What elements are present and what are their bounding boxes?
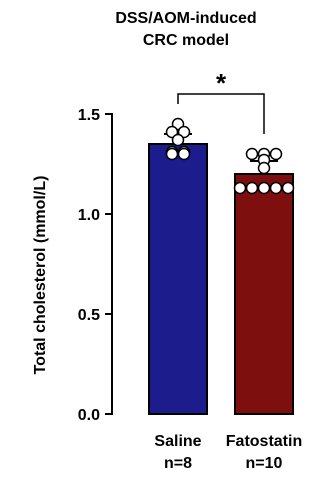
data-point (177, 147, 191, 161)
significance-label: * (216, 68, 227, 98)
data-point (171, 133, 185, 147)
data-point (257, 181, 271, 195)
y-tick-label: 1.5 (78, 107, 100, 124)
data-point (281, 181, 295, 195)
x-tick-label: Saline (154, 433, 201, 450)
bar-saline (148, 143, 208, 415)
data-point (257, 161, 271, 175)
x-tick-label: Fatostatin (226, 433, 302, 450)
x-tick-n-label: n=8 (164, 455, 192, 472)
y-tick-label: 0.5 (78, 307, 100, 324)
data-point (245, 147, 259, 161)
chart-title-line-1: DSS/AOM-induced (115, 10, 256, 27)
data-point (245, 181, 259, 195)
data-point (269, 147, 283, 161)
x-tick-n-label: n=10 (246, 455, 283, 472)
chart-title: DSS/AOM-induced CRC model (115, 10, 256, 49)
plot-area: 0.0 0.5 1.0 1.5 Saline n=8 Fatostatin n=10 * (78, 68, 302, 472)
significance-bracket (177, 93, 265, 134)
y-axis-label: Total cholesterol (mmol/L) (32, 176, 49, 375)
bar-fatostatin (234, 173, 294, 415)
data-point (233, 181, 247, 195)
y-tick-label: 0.0 (78, 407, 100, 424)
y-tick-label: 1.0 (78, 207, 100, 224)
data-point (165, 147, 179, 161)
chart-title-line-2: CRC model (143, 32, 229, 49)
data-point (269, 181, 283, 195)
